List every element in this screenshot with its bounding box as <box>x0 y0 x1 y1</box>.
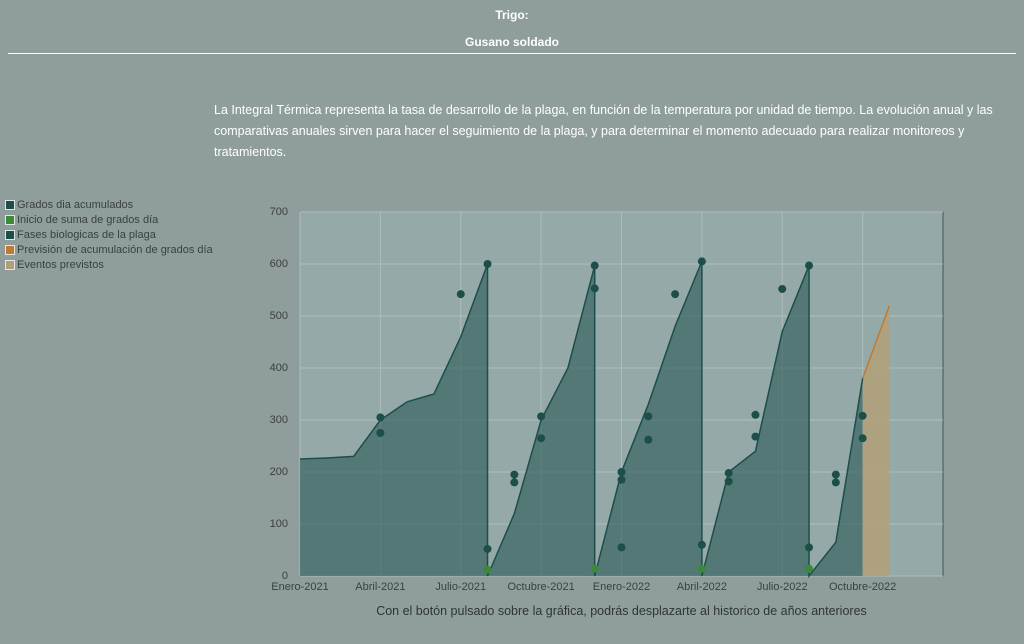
legend-label: Inicio de suma de grados día <box>17 213 159 226</box>
legend-swatch <box>5 214 15 225</box>
y-tick-label: 300 <box>270 414 288 426</box>
phase-point <box>697 257 706 266</box>
phase-point <box>697 540 706 549</box>
page-subtitle: Gusano soldado <box>464 35 559 49</box>
phase-point <box>590 284 599 293</box>
phase-point <box>805 261 814 270</box>
y-tick-label: 700 <box>270 206 288 218</box>
phase-point <box>831 478 840 487</box>
phase-point <box>456 290 465 299</box>
y-tick-label: 200 <box>270 466 288 478</box>
y-tick-label: 100 <box>270 518 288 530</box>
x-tick-label: Enero-2022 <box>593 581 651 593</box>
phase-point <box>483 260 492 268</box>
area-fill <box>300 261 863 576</box>
phase-point <box>617 468 626 476</box>
legend-swatch <box>5 229 15 240</box>
x-tick-label: Julio-2022 <box>757 581 808 593</box>
legend-label: Previsión de acumulación de grados día <box>17 243 213 256</box>
phase-point <box>590 564 599 573</box>
legend-swatch <box>5 244 15 255</box>
legend-item[interactable]: Eventos previstos <box>5 257 213 272</box>
phase-point <box>537 434 546 443</box>
phase-point <box>697 564 706 573</box>
legend-swatch <box>5 259 15 270</box>
phase-point <box>778 284 787 293</box>
phase-point <box>805 543 814 552</box>
legend-item[interactable]: Previsión de acumulación de grados día <box>5 242 213 257</box>
phase-point <box>724 477 733 486</box>
legend: Grados dia acumulados Inicio de suma de g… <box>5 197 213 272</box>
legend-label: Fases biologicas de la plaga <box>17 228 156 241</box>
legend-item[interactable]: Fases biologicas de la plaga <box>5 227 213 242</box>
phase-point <box>644 435 653 444</box>
phase-point <box>590 261 599 270</box>
caption: Con el botón pulsado sobre la gráfica, p… <box>376 604 867 618</box>
phase-point <box>751 432 760 441</box>
phase-point <box>724 469 733 478</box>
y-tick-label: 500 <box>270 310 288 322</box>
series-line <box>299 261 864 579</box>
description: La Integral Térmica representa la tasa d… <box>214 103 993 159</box>
legend-item[interactable]: Inicio de suma de grados día <box>5 212 213 227</box>
page-title: Trigo: <box>495 8 529 22</box>
phase-point <box>483 544 492 553</box>
divider <box>8 53 1016 54</box>
phase-point <box>510 470 519 479</box>
phase-point <box>483 565 492 574</box>
legend-label: Eventos previstos <box>17 258 104 271</box>
forecast-line <box>861 305 891 379</box>
x-tick-label: Enero-2021 <box>271 581 329 593</box>
phase-point <box>510 478 519 487</box>
chart: 0 100 200 300 400 500 600 700 Enero-2021 Abril-20… <box>270 206 944 593</box>
phase-point <box>805 564 814 573</box>
phase-point <box>671 290 680 299</box>
x-tick-label: Octubre-2022 <box>829 581 896 593</box>
phase-point <box>617 475 626 484</box>
phase-point <box>831 470 840 479</box>
x-tick-label: Octubre-2021 <box>507 581 574 593</box>
legend-label: Grados dia acumulados <box>17 198 134 211</box>
x-tick-label: Julio-2021 <box>435 581 486 593</box>
legend-swatch <box>5 199 15 210</box>
phase-point <box>617 543 626 552</box>
phase-point <box>858 434 867 443</box>
x-tick-label: Abril-2021 <box>355 581 405 593</box>
phase-point <box>537 412 546 421</box>
phase-point <box>376 413 385 422</box>
phase-point <box>376 429 385 437</box>
x-tick-label: Abril-2022 <box>677 581 727 593</box>
legend-item[interactable]: Grados dia acumulados <box>5 197 213 212</box>
y-tick-label: 400 <box>270 362 288 374</box>
phase-point <box>751 410 760 419</box>
y-tick-label: 600 <box>270 258 288 270</box>
phase-point <box>644 412 653 421</box>
forecast-fill <box>862 305 890 576</box>
phase-point <box>858 411 867 420</box>
y-tick-label: 0 <box>282 570 288 582</box>
